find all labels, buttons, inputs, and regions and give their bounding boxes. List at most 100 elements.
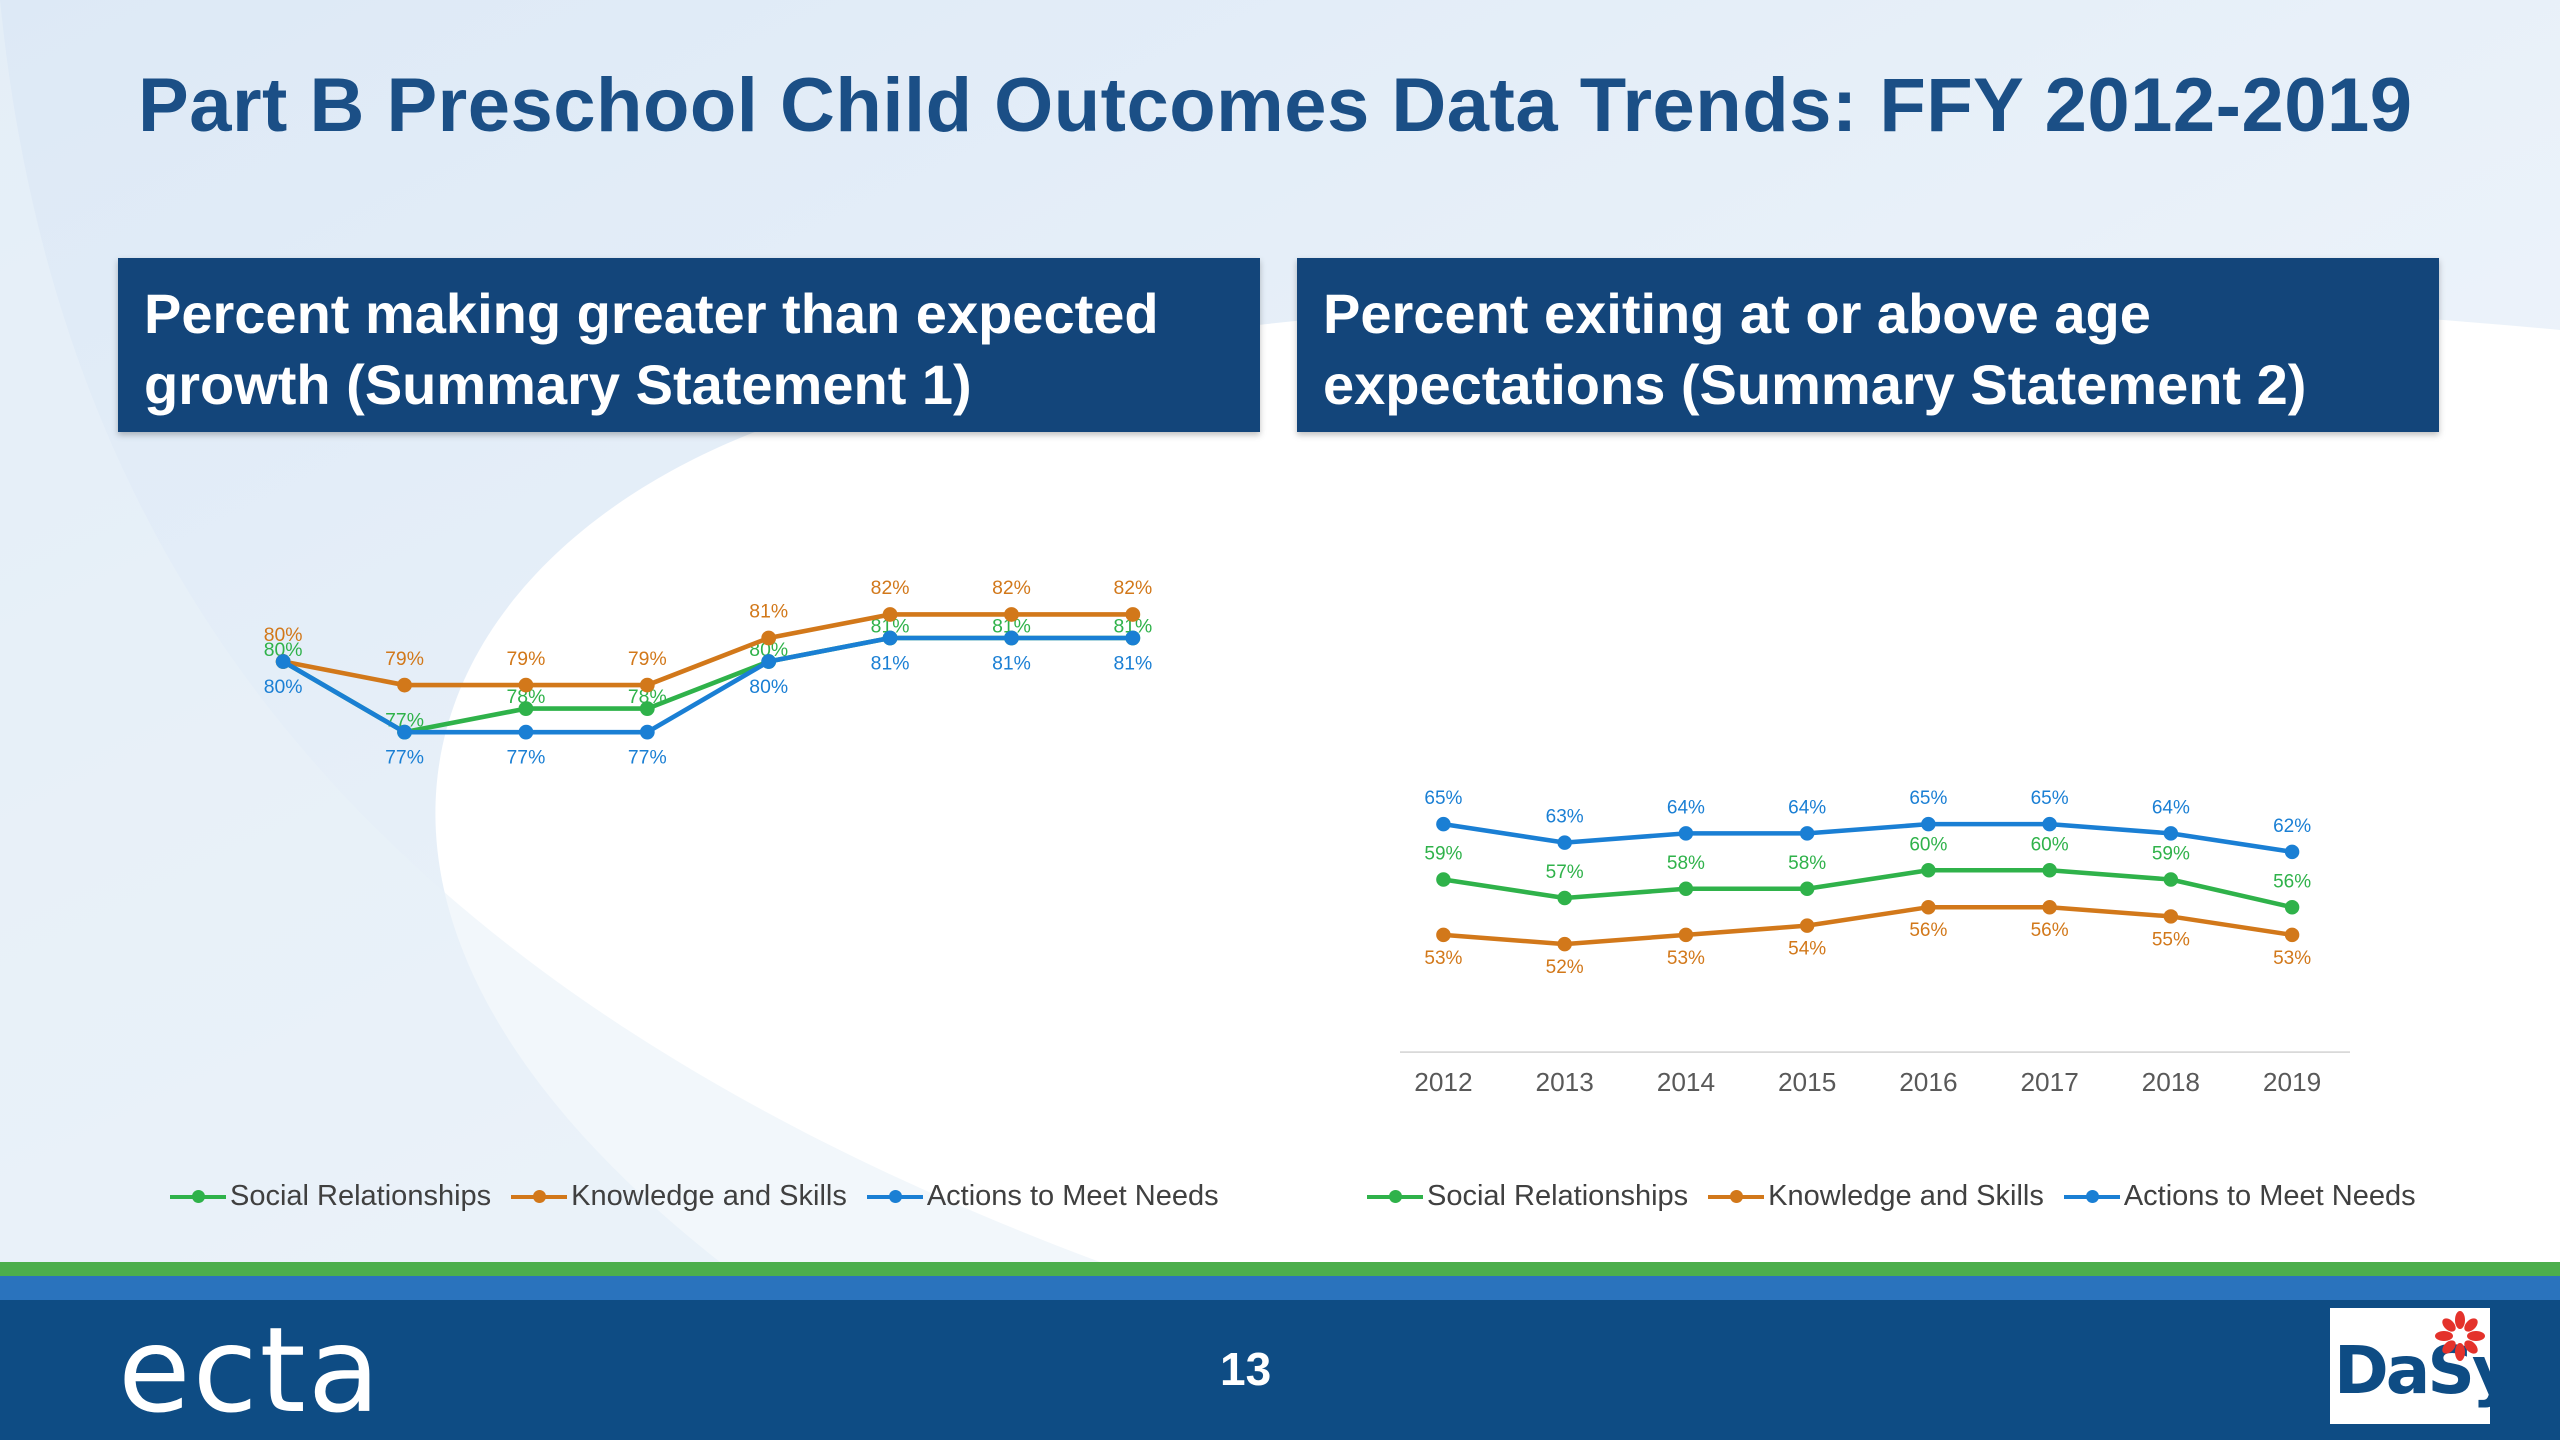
data-point-actions-to-meet-needs-2013 (397, 724, 412, 740)
legend-swatch-actions-to-meet-needs (2063, 1189, 2120, 1203)
data-point-knowledge-and-skills-2015 (1799, 918, 1815, 933)
data-point-social-relationships-2013 (1557, 890, 1572, 906)
data-label-actions-to-meet-needs-2017: 65% (2031, 788, 2069, 809)
data-label-actions-to-meet-needs-2015: 77% (628, 747, 667, 769)
data-point-knowledge-and-skills-2018 (2163, 909, 2179, 924)
data-point-actions-to-meet-needs-2013 (1557, 835, 1572, 850)
data-point-actions-to-meet-needs-2016 (1921, 816, 1936, 832)
data-label-social-relationships-2019: 81% (1113, 615, 1152, 637)
footer-band (0, 1300, 2560, 1440)
data-label-social-relationships-2014: 78% (507, 686, 546, 708)
data-label-knowledge-and-skills-2018: 55% (2152, 929, 2190, 950)
data-label-social-relationships-2016: 60% (1909, 834, 1947, 855)
x-tick-label-2018: 2018 (2142, 1067, 2200, 1097)
data-label-knowledge-and-skills-2012: 53% (1424, 948, 1462, 969)
legend-swatch-knowledge-and-skills (511, 1189, 568, 1203)
legend-swatch-social-relationships (1367, 1189, 1423, 1203)
legend-label-knowledge-and-skills: Knowledge and Skills (1768, 1180, 2044, 1212)
data-point-knowledge-and-skills-2013 (397, 677, 412, 693)
data-label-actions-to-meet-needs-2014: 77% (507, 747, 546, 769)
data-label-actions-to-meet-needs-2014: 64% (1667, 797, 1705, 818)
series-line-actions-to-meet-needs (280, 635, 1136, 735)
data-label-knowledge-and-skills-2014: 53% (1667, 948, 1705, 969)
data-label-knowledge-and-skills-2014: 79% (507, 648, 546, 670)
legend-item-actions-to-meet-needs: Actions to Meet Needs (2063, 1180, 2416, 1213)
data-point-social-relationships-2019 (2284, 899, 2300, 915)
data-label-actions-to-meet-needs-2013: 77% (385, 747, 424, 769)
legend-item-actions-to-meet-needs: Actions to Meet Needs (866, 1180, 1219, 1213)
data-label-knowledge-and-skills-2017: 56% (2031, 920, 2069, 941)
line-chart-summary-statement-2: 2012 2013 2014 2015 2016 2017 2018 2019 59% 57% 58… (1400, 788, 2350, 1097)
data-point-knowledge-and-skills-2014 (518, 677, 534, 693)
x-tick-label-2012: 2012 (1414, 1067, 1472, 1097)
data-label-knowledge-and-skills-2013: 52% (1546, 957, 1584, 978)
data-label-actions-to-meet-needs-2019: 81% (1113, 652, 1152, 674)
data-point-actions-to-meet-needs-2016 (761, 654, 777, 669)
chart-legend-right: Social Relationships Knowledge and Skills… (1367, 1180, 2436, 1213)
data-point-social-relationships-2012 (1436, 872, 1451, 887)
data-label-knowledge-and-skills-2017: 82% (871, 577, 910, 599)
legend-label-actions-to-meet-needs: Actions to Meet Needs (926, 1180, 1219, 1212)
data-label-social-relationships-2019: 56% (2273, 871, 2311, 892)
series-line-knowledge-and-skills (280, 612, 1136, 688)
data-point-knowledge-and-skills-2014 (1678, 927, 1694, 943)
legend-label-knowledge-and-skills: Knowledge and Skills (571, 1180, 847, 1212)
data-label-knowledge-and-skills-2012: 80% (264, 624, 303, 646)
legend-label-social-relationships: Social Relationships (230, 1180, 492, 1212)
data-point-social-relationships-2016 (1921, 863, 1936, 878)
data-label-actions-to-meet-needs-2017: 81% (871, 652, 910, 674)
x-tick-label-2015: 2015 (1778, 1067, 1836, 1097)
legend-swatch-knowledge-and-skills (1708, 1189, 1765, 1203)
data-label-actions-to-meet-needs-2018: 81% (992, 652, 1031, 674)
data-label-social-relationships-2012: 80% (264, 639, 303, 661)
line-chart-summary-statement-1: 2012201320142015201620172018201980%77%78… (264, 577, 1152, 769)
series-line-social-relationships (1441, 868, 2295, 910)
x-tick-label-2013: 2013 (1536, 1067, 1594, 1097)
series-line-actions-to-meet-needs (1441, 821, 2295, 855)
flower-icon (2435, 1311, 2485, 1361)
data-label-social-relationships-2013: 57% (1546, 862, 1584, 883)
x-tick-label-2019: 2019 (2263, 1067, 2321, 1097)
data-point-knowledge-and-skills-2013 (1557, 936, 1572, 952)
legend-label-actions-to-meet-needs: Actions to Meet Needs (2123, 1180, 2416, 1212)
slide-title: Part B Preschool Child Outcomes Data Tre… (138, 63, 2413, 148)
legend-item-social-relationships: Social Relationships (170, 1180, 491, 1213)
data-point-actions-to-meet-needs-2019 (1125, 630, 1141, 646)
data-point-knowledge-and-skills-2016 (761, 630, 777, 646)
page-number: 13 (1220, 1343, 1272, 1395)
data-point-knowledge-and-skills-2017 (2042, 899, 2057, 915)
footer-green-stripe (0, 1262, 2560, 1276)
panel-header-summary-statement-2: Percent exiting at or above age expectat… (1297, 258, 2439, 432)
data-point-social-relationships-2015 (639, 701, 655, 716)
legend-swatch-actions-to-meet-needs (866, 1189, 923, 1203)
data-label-actions-to-meet-needs-2016: 65% (1909, 788, 1947, 809)
dasy-logo-text: DaSy (2334, 1332, 2515, 1409)
legend-swatch-social-relationships (170, 1189, 226, 1203)
chart-legend-left: Social Relationships Knowledge and Skills… (170, 1180, 1239, 1213)
data-point-knowledge-and-skills-2016 (1921, 899, 1936, 915)
series-line-knowledge-and-skills (1441, 904, 2295, 947)
data-label-knowledge-and-skills-2016: 56% (1909, 920, 1947, 941)
dasy-logo: DaSy (2330, 1308, 2515, 1424)
panel-header-summary-statement-1: Percent making greater than expected gro… (118, 258, 1260, 432)
data-point-actions-to-meet-needs-2017 (882, 630, 898, 646)
footer-blue-stripe (0, 1276, 2560, 1300)
data-point-knowledge-and-skills-2018 (1004, 607, 1019, 622)
data-label-knowledge-and-skills-2015: 79% (628, 648, 667, 670)
data-point-knowledge-and-skills-2017 (882, 607, 898, 622)
data-point-social-relationships-2014 (518, 701, 534, 716)
data-point-actions-to-meet-needs-2012 (1436, 816, 1451, 832)
data-point-knowledge-and-skills-2019 (2284, 927, 2300, 943)
data-label-knowledge-and-skills-2016: 81% (749, 601, 788, 623)
data-point-social-relationships-2017 (2042, 863, 2057, 878)
data-label-knowledge-and-skills-2015: 54% (1788, 939, 1826, 960)
data-point-actions-to-meet-needs-2019 (2284, 844, 2300, 860)
data-point-actions-to-meet-needs-2017 (2042, 816, 2057, 832)
data-label-social-relationships-2018: 81% (992, 615, 1031, 637)
data-label-social-relationships-2017: 81% (871, 615, 910, 637)
data-point-actions-to-meet-needs-2018 (1004, 630, 1019, 646)
data-label-social-relationships-2015: 58% (1788, 853, 1826, 874)
data-point-social-relationships-2015 (1799, 881, 1815, 896)
data-label-social-relationships-2015: 78% (628, 686, 667, 708)
data-label-actions-to-meet-needs-2015: 64% (1788, 797, 1826, 818)
